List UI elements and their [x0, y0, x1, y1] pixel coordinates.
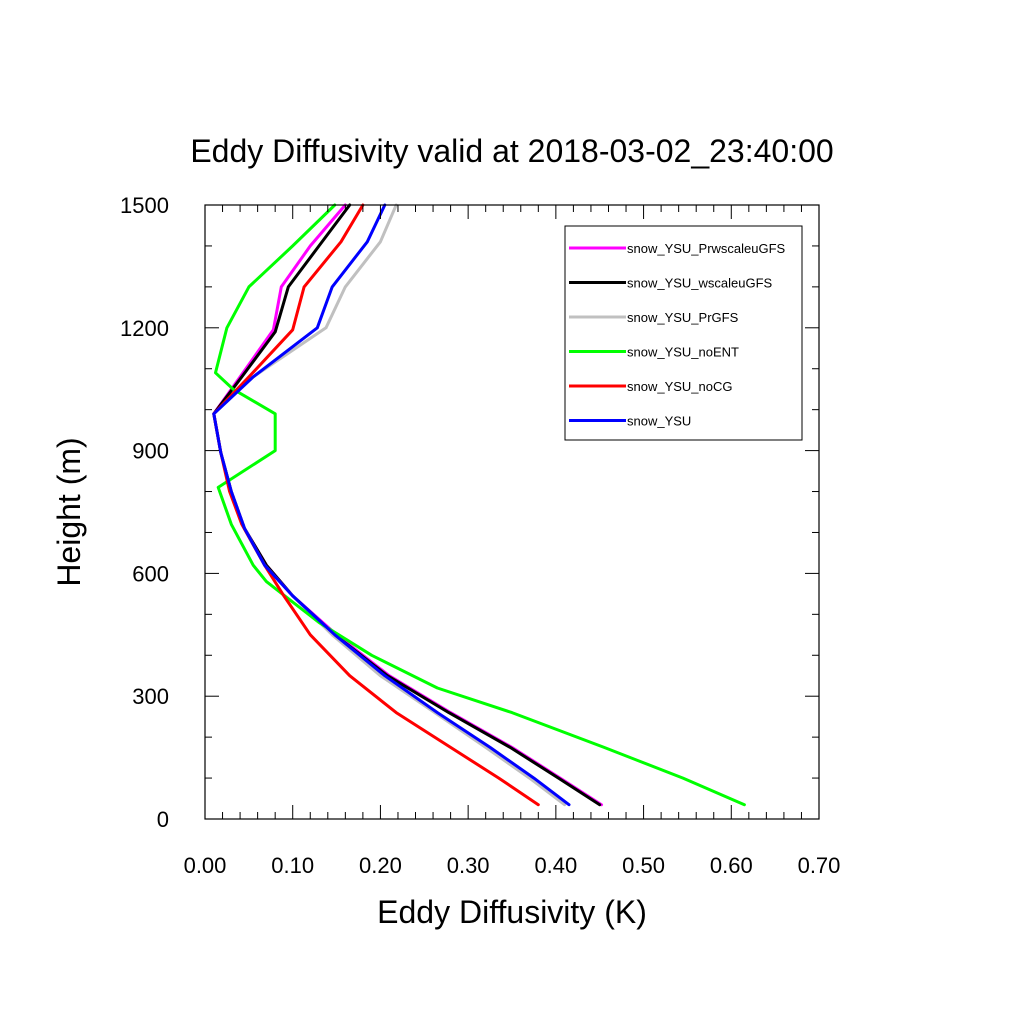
plot-frame — [204, 204, 820, 820]
legend-box — [564, 225, 803, 441]
y-tick-label: 300 — [132, 684, 169, 709]
x-tick-label: 0.60 — [710, 853, 753, 878]
series-line-1 — [212, 203, 602, 807]
legend-label-1: snow_YSU_wscaleuGFS — [627, 276, 773, 291]
y-tick-label: 1500 — [120, 193, 169, 218]
legend-label-5: snow_YSU — [627, 414, 691, 429]
y-axis-label: Height (m) — [51, 437, 87, 586]
legend-label-0: snow_YSU_PrwscaleuGFS — [627, 241, 786, 256]
series-line-3 — [214, 203, 746, 807]
x-tick-label: 0.40 — [534, 853, 577, 878]
series-line-0 — [212, 203, 603, 807]
y-tick-label: 600 — [132, 561, 169, 586]
x-tick-label: 0.20 — [359, 853, 402, 878]
x-tick-label: 0.30 — [447, 853, 490, 878]
x-tick-label: 0.10 — [271, 853, 314, 878]
series-line-4 — [212, 203, 540, 807]
axis-ticks — [204, 204, 820, 820]
series-line-2 — [212, 203, 567, 807]
y-tick-label: 1200 — [120, 316, 169, 341]
x-tick-label: 0.50 — [622, 853, 665, 878]
series-line-5 — [212, 203, 571, 807]
x-axis-label: Eddy Diffusivity (K) — [377, 894, 647, 930]
y-tick-label: 0 — [157, 807, 169, 832]
plot-lines — [212, 203, 746, 807]
legend-label-3: snow_YSU_noENT — [627, 345, 739, 360]
y-tick-label: 900 — [132, 439, 169, 464]
legend: snow_YSU_PrwscaleuGFS snow_YSU_wscaleuGFS… — [564, 225, 803, 441]
chart-title: Eddy Diffusivity valid at 2018-03-02_23:… — [190, 133, 833, 169]
tick-labels: 0.00 0.10 0.20 0.30 0.40 0.50 0.60 0.70 0 300 600 9… — [120, 193, 840, 878]
legend-label-2: snow_YSU_PrGFS — [627, 310, 739, 325]
x-tick-label: 0.00 — [184, 853, 227, 878]
x-tick-label: 0.70 — [798, 853, 841, 878]
legend-label-4: snow_YSU_noCG — [627, 379, 733, 394]
